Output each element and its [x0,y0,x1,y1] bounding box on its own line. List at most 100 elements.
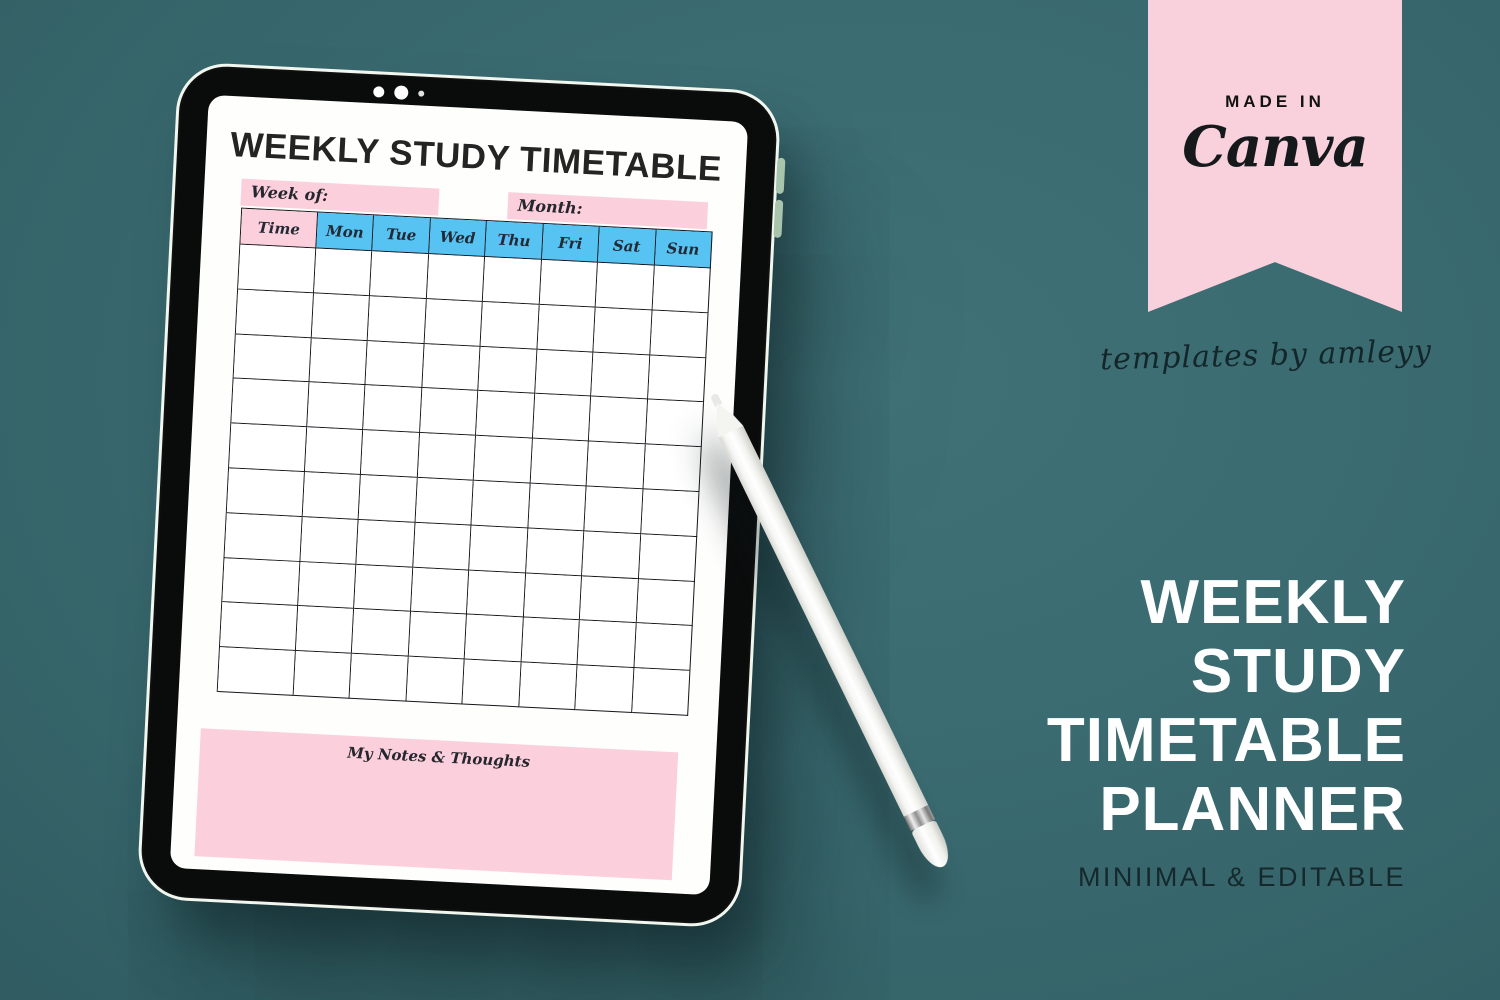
timetable-cell [217,647,296,696]
timetable-cell [521,617,580,666]
timetable-cell [589,396,648,445]
timetable-cell [575,665,635,713]
credit-text: templates by amleyy [1099,333,1433,378]
timetable-cell [483,257,542,305]
timetable-cell [314,248,373,297]
timetable-cell [638,534,698,582]
timetable-cell [595,262,655,311]
front-camera-cluster [373,84,425,101]
header-cell-fri: Fri [541,223,600,263]
timetable-cell [309,337,369,386]
timetable-cell [591,352,650,400]
timetable-cell [480,301,540,350]
timetable-cell [634,623,693,672]
timetable-cell [356,519,416,568]
timetable-cell [406,656,465,705]
timetable-cell [426,254,486,302]
camera-sensor-icon [418,90,425,97]
timetable-cell [577,620,637,669]
timetable-grid: Time Mon Tue Wed Thu Fri Sat Sun [216,207,713,716]
timetable-cell [238,244,317,294]
timetable-cell [224,513,303,562]
camera-lens-icon [393,85,409,100]
timetable-cell [235,289,315,338]
timetable-cell [528,483,587,532]
timetable-cell [229,423,308,473]
timetable-cell [408,612,468,660]
timetable-cell [424,298,484,347]
timetable-cell [233,334,312,383]
timetable-cell [530,438,590,487]
timetable-cell [361,430,420,478]
timetable-cell [370,251,429,299]
timetable-cell [300,516,360,565]
timetable-cell [636,578,695,627]
timetable-cell [525,528,585,576]
timetable-cell [464,614,524,663]
promo-title: WEEKLY STUDY TIMETABLE PLANNER [1047,568,1406,844]
notes-box: My Notes & Thoughts [194,728,679,881]
timetable-cell [311,293,371,341]
timetable-cell [582,531,641,579]
made-in-canva-badge: MADE IN Canva [1148,0,1402,312]
timetable-cell [467,570,526,618]
timetable-cell [219,602,299,652]
header-cell-tue: Tue [372,215,431,255]
timetable-cell [593,307,653,356]
timetable-cell [417,433,477,481]
timetable-cell [354,564,414,613]
header-cell-sat: Sat [598,226,657,266]
tablet-screen: WEEKLY STUDY TIMETABLE Week of: Month: T… [169,94,749,896]
timetable-cell [298,561,357,610]
timetable-cell [584,486,644,535]
notes-title: My Notes & Thoughts [346,743,531,771]
timetable-cell [365,340,425,389]
header-cell-mon: Mon [316,212,375,252]
header-cell-sun: Sun [654,229,713,269]
timetable-cell [631,668,691,716]
made-in-label: MADE IN [1225,92,1325,111]
timetable-cell [349,653,409,702]
timetable-cell [586,441,646,490]
promo-subtitle: MINIIMAL & EDITABLE [1077,862,1406,892]
timetable-cell [519,662,578,711]
timetable-cell [226,468,305,517]
camera-dot-icon [373,85,385,98]
timetable-cell [302,472,362,520]
promo-line: STUDY [1190,637,1406,706]
timetable-cell [643,444,702,493]
header-cell-time: Time [240,208,319,249]
timetable-cell [579,575,639,624]
timetable-cell [304,427,364,476]
timetable-cell [410,567,470,615]
timetable-cell [534,349,594,397]
timetable-cell [523,573,583,621]
header-cell-wed: Wed [428,218,488,258]
timetable-cell [478,346,538,395]
timetable-cell [645,399,704,448]
timetable-cell [476,391,535,439]
timetable-cell [295,606,355,654]
promo-line: TIMETABLE [1046,706,1406,775]
timetable-cell [537,304,596,353]
timetable-cell [539,259,599,308]
timetable-cell [359,475,418,523]
stylus-cap [910,819,956,873]
timetable-cell [469,525,529,574]
volume-button-upper [775,157,786,195]
tablet: WEEKLY STUDY TIMETABLE Week of: Month: T… [136,61,786,929]
timetable-cell [471,480,531,529]
promo-line: WEEKLY [1140,568,1406,637]
timetable-cell [640,489,700,537]
timetable-cell [231,378,310,428]
timetable-cell [293,651,353,699]
header-cell-thu: Thu [485,221,544,260]
timetable-cell [363,385,423,434]
timetable-cell [222,557,301,607]
timetable-cell [462,659,522,708]
timetable-cell [649,310,709,358]
timetable-cell [647,355,707,403]
canva-logo: Canva [1182,114,1368,180]
volume-button-lower [773,199,784,238]
